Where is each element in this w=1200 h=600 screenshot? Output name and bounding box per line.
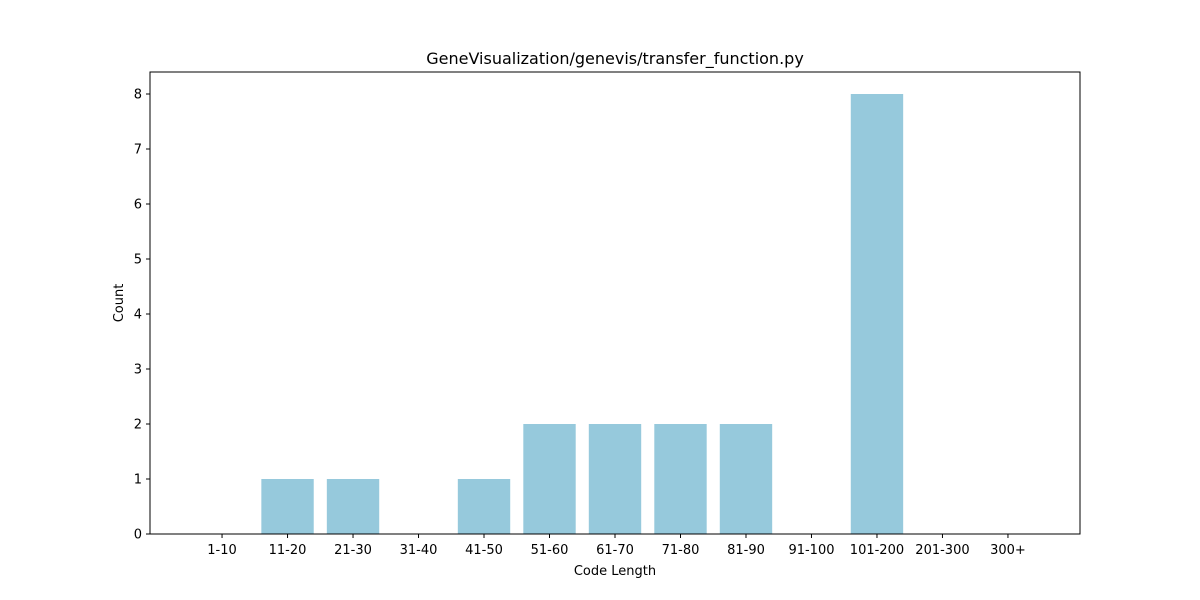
x-tick-label: 11-20 (269, 543, 307, 558)
y-tick-label: 2 (134, 418, 142, 433)
chart-title: GeneVisualization/genevis/transfer_funct… (426, 49, 804, 69)
x-tick-label: 81-90 (727, 543, 765, 558)
y-tick-label: 0 (134, 528, 142, 543)
y-tick-label: 5 (134, 253, 142, 268)
x-tick-label: 300+ (990, 543, 1026, 558)
x-tick-label: 201-300 (915, 543, 969, 558)
x-tick-label: 31-40 (400, 543, 438, 558)
bar-61-70 (588, 424, 642, 534)
y-tick-label: 8 (134, 88, 142, 103)
bar-71-80 (654, 424, 707, 534)
y-tick-label: 1 (134, 473, 142, 488)
y-axis-label: Count (112, 284, 127, 323)
y-tick-label: 7 (134, 143, 142, 158)
bar-51-60 (523, 424, 576, 534)
bar-81-90 (719, 424, 773, 534)
y-tick-label: 4 (134, 308, 142, 323)
x-tick-label: 1-10 (207, 543, 237, 558)
x-tick-label: 101-200 (850, 543, 904, 558)
bar-11-20 (261, 479, 314, 534)
x-tick-label: 51-60 (531, 543, 569, 558)
x-tick-label: 71-80 (662, 543, 700, 558)
y-axis: 0 1 2 3 4 5 6 7 8 (134, 88, 150, 543)
x-axis-label: Code Length (574, 564, 656, 579)
bar-101-200 (850, 94, 904, 534)
y-tick-label: 3 (134, 363, 142, 378)
x-tick-label: 61-70 (596, 543, 634, 558)
x-axis: 1-10 11-20 21-30 31-40 41-50 51-60 61-70 71-80 8… (207, 534, 1026, 558)
bar-21-30 (326, 479, 380, 534)
x-tick-label: 21-30 (334, 543, 372, 558)
y-tick-label: 6 (134, 198, 142, 213)
x-tick-label: 41-50 (465, 543, 503, 558)
bars-group (261, 94, 904, 534)
x-tick-label: 91-100 (788, 543, 834, 558)
bar-41-50 (457, 479, 511, 534)
